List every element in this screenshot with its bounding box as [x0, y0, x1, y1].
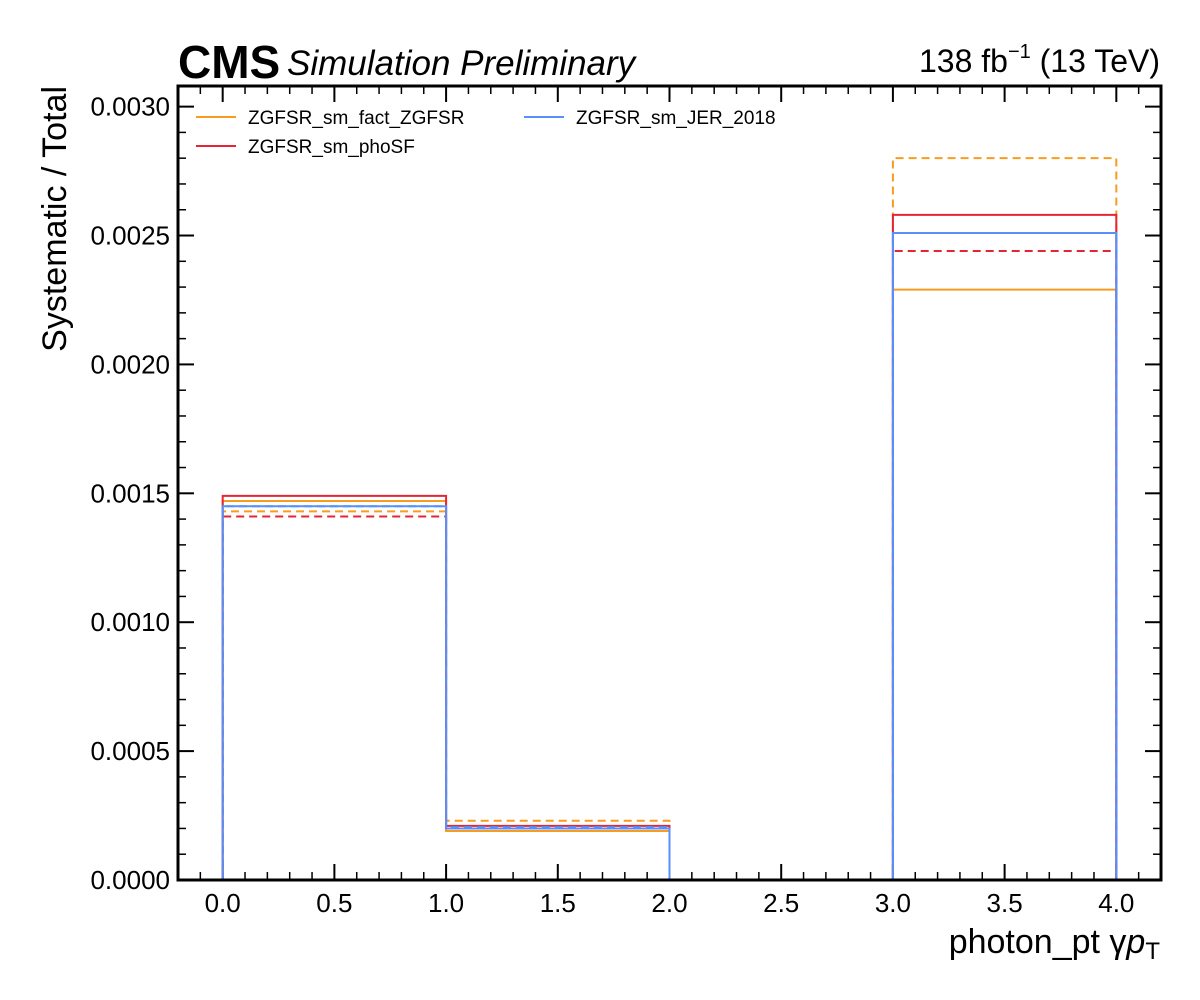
legend-label: ZGFSR_sm_JER_2018 [576, 108, 776, 129]
series-up-line [221, 231, 1118, 881]
y-tick-label: 0.0005 [90, 736, 170, 766]
y-tick-label: 0.0010 [90, 607, 170, 637]
y-tick-label: 0.0000 [90, 865, 170, 895]
y-tick-label: 0.0025 [90, 221, 170, 251]
series-down-line [221, 231, 1118, 881]
plot-frame [176, 84, 1163, 882]
cms-label: CMS [178, 36, 280, 88]
lumi-energy: (13 TeV) [1031, 43, 1160, 79]
x-tick-label: 3.5 [987, 888, 1023, 918]
legend-label: ZGFSR_sm_fact_ZGFSR [248, 108, 464, 129]
x-tick-label: 0.5 [316, 888, 352, 918]
lumi-exponent: −1 [1008, 41, 1031, 63]
y-tick-label: 0.0015 [90, 478, 170, 508]
legend-label: ZGFSR_sm_phoSF [248, 137, 415, 158]
y-tick-label: 0.0020 [90, 349, 170, 379]
x-axis-title: photon_pt γpT [949, 923, 1161, 965]
x-axis-title-var: p [1125, 923, 1145, 961]
cms-extra-label: Simulation Preliminary [287, 44, 638, 83]
x-tick-label: 1.0 [428, 888, 464, 918]
series-up-line [221, 213, 1118, 881]
x-axis-title-sub: T [1145, 938, 1160, 965]
lumi-value: 138 fb [919, 43, 1008, 79]
x-axis-title-text: photon_pt γ [949, 923, 1127, 961]
series-layer [221, 157, 1118, 881]
tick-labels: 0.0 0.5 1.0 1.5 2.0 2.5 3.0 3.5 4.0 0.0000 0.0005 0… [90, 92, 1134, 918]
series-down-line [221, 157, 1118, 881]
lumi-label: 138 fb−1 (13 TeV) [919, 41, 1160, 79]
y-axis-title: Systematic / Total [36, 86, 74, 352]
x-tick-label: 3.0 [875, 888, 911, 918]
y-tick-label: 0.0030 [90, 92, 170, 122]
x-tick-label: 1.5 [540, 888, 576, 918]
axis-ticks [177, 86, 1162, 881]
series-down-line [221, 249, 1118, 881]
series-up-line [221, 288, 1118, 881]
x-tick-label: 4.0 [1098, 888, 1134, 918]
x-tick-label: 2.0 [651, 888, 687, 918]
x-tick-label: 0.0 [205, 888, 241, 918]
x-tick-label: 2.5 [763, 888, 799, 918]
legend: ZGFSR_sm_fact_ZGFSR ZGFSR_sm_phoSF ZGFSR_s… [196, 108, 776, 158]
